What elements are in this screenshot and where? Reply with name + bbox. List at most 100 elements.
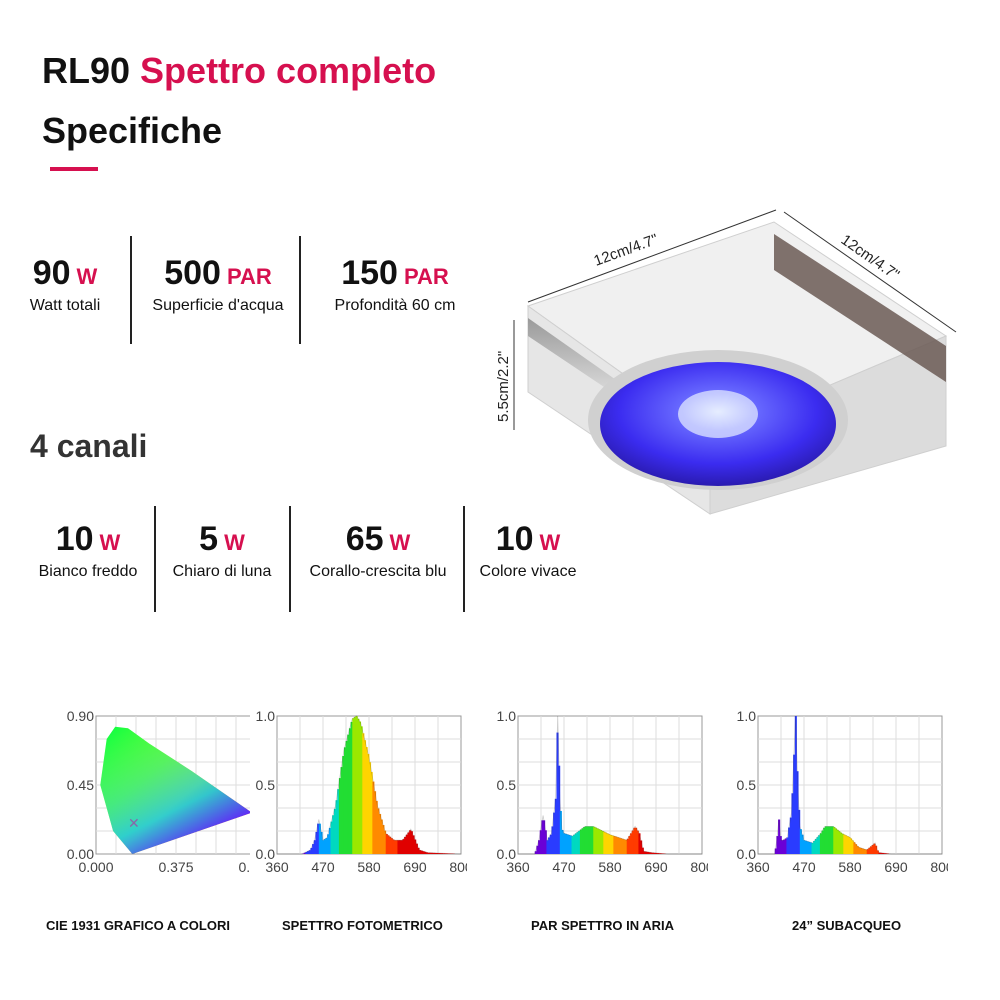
photometric-spectrum-band [422,851,425,854]
photometric-spectrum-band [434,852,437,854]
photometric-spectrum-band [399,840,402,854]
par-air-spectrum-band [641,847,644,854]
par-air-spectrum-band [591,826,594,854]
underwater-y-tick-label: 0.5 [737,777,757,793]
photometric-spectrum-band [415,843,418,854]
spec-unit: W [76,264,98,289]
product-image: 12cm/4.7" 12cm/4.7" 5.5cm/2.2" [495,209,957,515]
par-air-spectrum-band [563,833,566,854]
underwater-spectrum-band [811,842,814,854]
par-air-spectrum-band [571,836,574,854]
title-accent: Spettro completo [140,50,437,91]
par-air-spectrum-band [656,853,659,854]
photometric-spectrum-band [405,834,408,854]
divider [289,506,291,612]
par-air-spectrum-band [601,830,604,854]
underwater-spectrum-band [863,849,866,854]
page-title: RL90 Spettro completo [42,50,436,92]
par-air-spectrum-band [646,851,649,854]
par-air-spectrum-band [604,832,608,854]
divider [299,236,301,344]
photometric-spectrum-band [322,840,325,854]
underwater-spectrum-band [881,852,884,854]
underwater-spectrum-band [779,836,782,854]
par-air-spectrum-line [518,715,702,855]
photometric-spectrum-band [315,831,318,854]
underwater-spectrum-band [843,834,846,854]
par-air-spectrum-band [593,826,596,854]
cie-x-tick-label: 0.375 [158,859,193,875]
photometric-spectrum-band [369,762,372,854]
underwater-spectrum-band [831,826,834,854]
cie-y-tick-label: 0.90 [67,708,94,724]
par-air-y-tick-label: 0.5 [497,777,517,793]
par-air-spectrum-band [558,765,561,854]
underwater-spectrum-band [880,852,883,854]
underwater-spectrum-band [841,833,844,854]
photometric-spectrum-band [317,823,320,854]
underwater-x-tick-label: 580 [838,859,862,875]
photometric-spectrum-band [440,853,443,854]
underwater-spectrum-band [876,850,879,854]
photometric-spectrum-band [380,819,383,854]
photometric-spectrum-band [363,740,367,854]
photometric-spectrum-band [370,771,373,854]
par-air-spectrum-band [551,826,554,854]
lamp-fins-right [774,234,946,382]
photometric-spectrum-band [303,852,306,854]
underwater-spectrum-band [865,849,868,854]
spec-label: Superficie d'acqua [152,297,284,314]
photometric-spectrum-band [390,838,393,854]
spec-depth-par: 150 PAR Profondità 60 cm [310,254,480,315]
photometric-spectrum-band [420,850,423,854]
photometric-spectrum-band [430,852,433,854]
underwater-spectrum-band [809,842,812,854]
photometric-spectrum-band [410,831,413,854]
underwater-spectrum-band [883,853,886,854]
photometric-spectrum-band [409,830,412,854]
par-air-spectrum-band [621,838,624,854]
channel-value: 65 [345,520,384,558]
underwater-spectrum-band [778,819,781,854]
par-air-spectrum-band [553,812,556,854]
underwater-spectrum-band [796,771,799,854]
channel-label: Colore vivace [479,563,577,580]
par-air-spectrum-band [606,833,609,854]
par-air-spectrum-band [650,852,653,854]
par-air-y-tick-label: 0.0 [497,846,517,862]
dim-height-label: 5.5cm/2.2" [495,351,512,422]
photometric-spectrum-chart: 360 470 580 690 800 0.0 0.5 1.0 [256,708,467,875]
par-air-spectrum-band [613,836,616,854]
par-air-spectrum-band [578,830,581,854]
photometric-spectrum-band [313,840,316,854]
par-air-x-tick-label: 360 [506,859,530,875]
par-air-spectrum-band [586,826,589,854]
par-air-spectrum-band [546,840,549,854]
divider [130,236,132,344]
spec-value: 150 [341,254,398,292]
photometric-spectrum-band [320,831,323,854]
underwater-spectrum-band [819,833,822,854]
par-air-spectrum-band [584,826,587,854]
par-air-spectrum-band [631,830,634,854]
caption-par-air: PAR SPETTRO IN ARIA [531,918,675,933]
par-air-spectrum-band [583,827,586,854]
par-air-spectrum-band [599,830,603,854]
par-air-spectrum-band [544,830,547,854]
photometric-x-tick-label: 690 [403,859,427,875]
underwater-spectrum-band [856,846,859,854]
underwater-spectrum-band [774,848,777,854]
channel-label: Bianco freddo [38,563,138,580]
cie-x-tick-label: 0.750 [238,859,250,875]
par-air-spectrum-band [630,833,633,854]
underwater-spectrum-line [758,715,942,855]
underwater-y-tick-label: 0.0 [737,846,757,862]
underwater-x-tick-label: 470 [792,859,816,875]
par-air-spectrum-band [660,853,663,854]
underwater-spectrum-band [801,834,804,854]
par-air-spectrum-band [603,831,606,854]
par-air-spectrum-band [539,830,542,854]
photometric-spectrum-band [374,791,377,854]
photometric-spectrum-band [338,778,341,854]
underwater-spectrum-band [860,847,863,854]
